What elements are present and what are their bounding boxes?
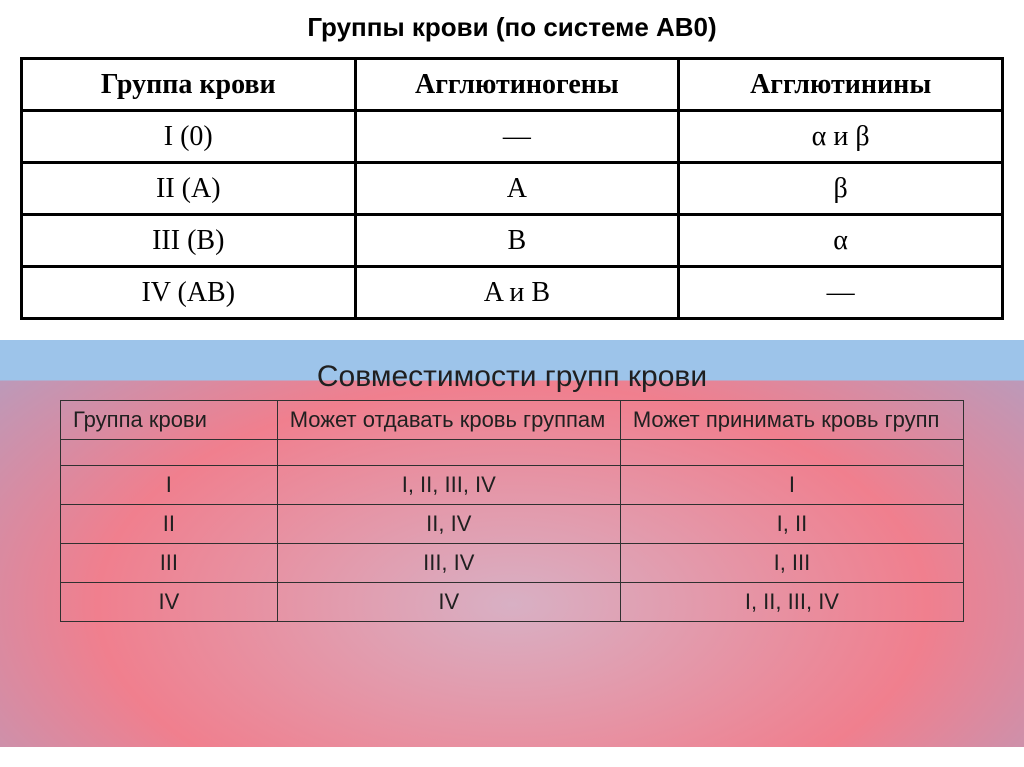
abo-cell: B <box>355 215 679 267</box>
compat-cell: I <box>61 466 278 505</box>
abo-cell: α <box>679 215 1003 267</box>
compat-cell: IV <box>277 583 620 622</box>
compat-cell: I, II, III, IV <box>620 583 963 622</box>
spacer-cell <box>620 440 963 466</box>
compat-header: Может принимать кровь групп <box>620 401 963 440</box>
compat-cell: II, IV <box>277 505 620 544</box>
compatibility-table: Группа крови Может отдавать кровь группа… <box>60 400 964 622</box>
abo-cell: III (B) <box>22 215 356 267</box>
compat-header-row: Группа крови Может отдавать кровь группа… <box>61 401 964 440</box>
table-row: III III, IV I, III <box>61 544 964 583</box>
abo-cell: IV (AB) <box>22 267 356 319</box>
table-row: II II, IV I, II <box>61 505 964 544</box>
compat-cell: III <box>61 544 278 583</box>
compat-header: Может отдавать кровь группам <box>277 401 620 440</box>
compatibility-section: Совместимости групп крови Группа крови М… <box>0 340 1024 747</box>
compat-header: Группа крови <box>61 401 278 440</box>
abo-cell: α и β <box>679 111 1003 163</box>
compat-cell: I <box>620 466 963 505</box>
spacer-cell <box>277 440 620 466</box>
top-title: Группы крови (по системе АВ0) <box>20 12 1004 43</box>
bottom-title: Совместимости групп крови <box>60 360 964 394</box>
compat-cell: II <box>61 505 278 544</box>
spacer-row <box>61 440 964 466</box>
table-row: IV (AB) A и B — <box>22 267 1003 319</box>
table-row: III (B) B α <box>22 215 1003 267</box>
abo-header-row: Группа крови Агглютиногены Агглютинины <box>22 59 1003 111</box>
table-row: IV IV I, II, III, IV <box>61 583 964 622</box>
abo-header: Агглютиногены <box>355 59 679 111</box>
abo-cell: A и B <box>355 267 679 319</box>
abo-cell: I (0) <box>22 111 356 163</box>
abo-cell: II (A) <box>22 163 356 215</box>
table-row: II (A) A β <box>22 163 1003 215</box>
compat-cell: I, II, III, IV <box>277 466 620 505</box>
compat-cell: III, IV <box>277 544 620 583</box>
compat-cell: I, II <box>620 505 963 544</box>
table-row: I (0) — α и β <box>22 111 1003 163</box>
abo-header: Группа крови <box>22 59 356 111</box>
abo-cell: — <box>355 111 679 163</box>
compat-cell: I, III <box>620 544 963 583</box>
compat-cell: IV <box>61 583 278 622</box>
table-row: I I, II, III, IV I <box>61 466 964 505</box>
spacer-cell <box>61 440 278 466</box>
abo-header: Агглютинины <box>679 59 1003 111</box>
abo-cell: A <box>355 163 679 215</box>
abo-table: Группа крови Агглютиногены Агглютинины I… <box>20 57 1004 320</box>
abo-cell: — <box>679 267 1003 319</box>
abo-cell: β <box>679 163 1003 215</box>
